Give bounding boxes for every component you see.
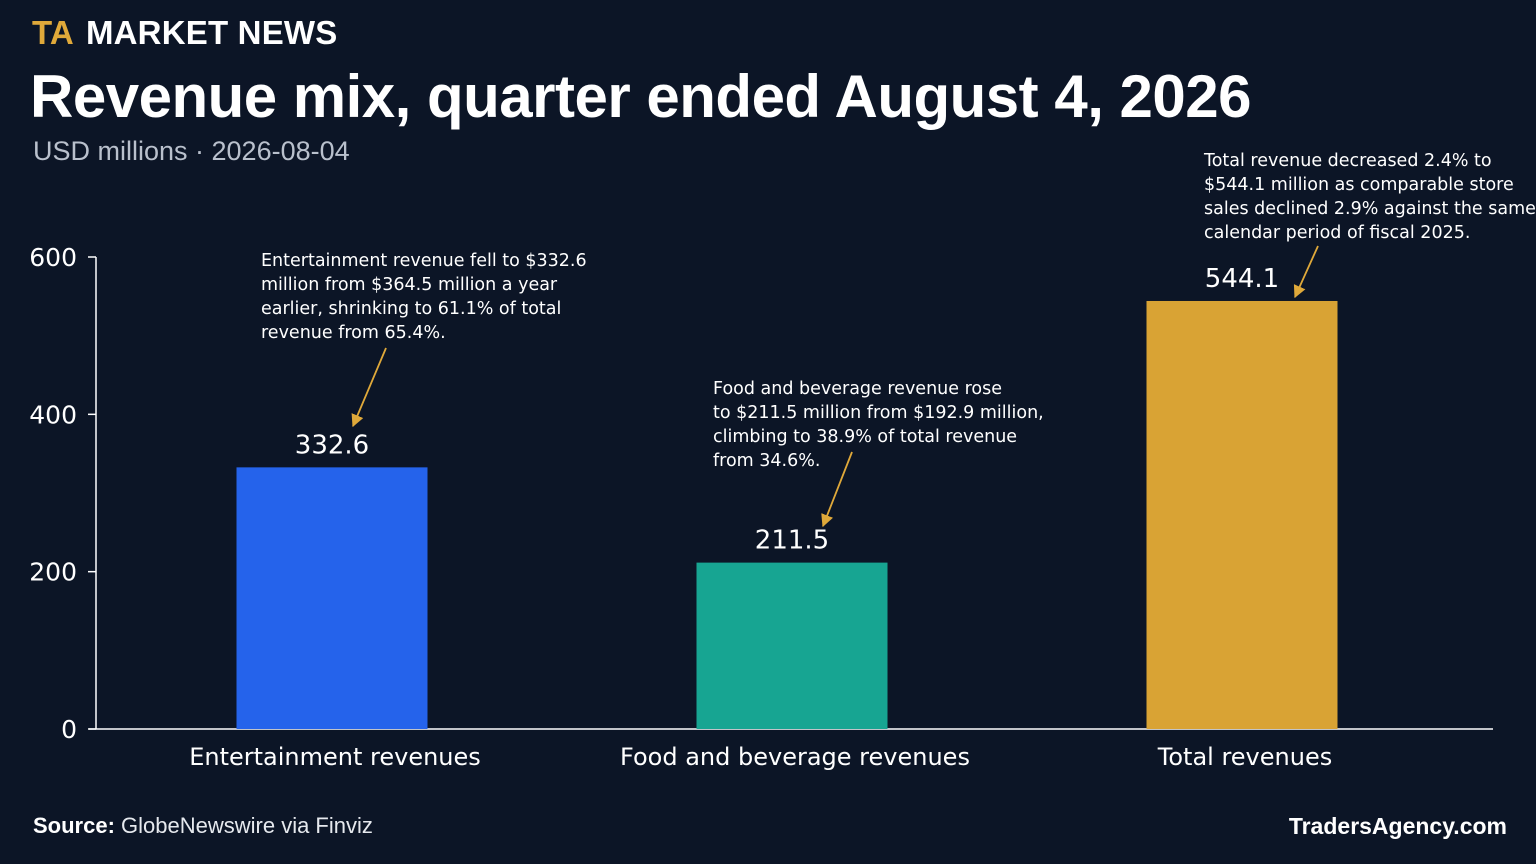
x-category-label: Total revenues <box>1157 743 1332 771</box>
annotation-line: Total revenue decreased 2.4% to <box>1203 151 1492 171</box>
source-label: Source: <box>33 813 115 838</box>
y-tick-label: 600 <box>29 243 77 272</box>
annotation-line: Entertainment revenue fell to $332.6 <box>261 251 587 271</box>
bar-3 <box>1146 300 1338 729</box>
bar-value-label: 332.6 <box>295 430 369 460</box>
annotation-line: earlier, shrinking to 61.1% of total <box>261 299 561 319</box>
annotation-line: calendar period of fiscal 2025. <box>1204 223 1470 243</box>
x-category-label: Food and beverage revenues <box>620 743 970 771</box>
annotation-arrow <box>821 451 853 528</box>
annotation-arrow <box>1293 245 1319 299</box>
annotation-line: million from $364.5 million a year <box>261 275 558 295</box>
annotation-arrow <box>351 347 387 428</box>
chart-title: Revenue mix, quarter ended August 4, 202… <box>30 63 1252 130</box>
source-note: Source: GlobeNewswire via Finviz <box>33 813 373 839</box>
brand-name: MARKET NEWS <box>85 14 338 51</box>
annotation-text: Total revenue decreased 2.4% to $544.1 mi… <box>1203 151 1536 243</box>
y-tick-label: 400 <box>29 400 77 429</box>
annotation-text: Entertainment revenue fell to $332.6 mill… <box>261 251 587 343</box>
source-text: GlobeNewswire via Finviz <box>114 813 373 838</box>
brand: TA MARKET NEWS <box>32 14 337 52</box>
bar-1 <box>236 467 428 729</box>
annotation-line: to $211.5 million from $192.9 million, <box>713 403 1044 423</box>
annotation-line: sales declined 2.9% against the same <box>1204 199 1536 219</box>
annotation-line: from 34.6%. <box>713 451 820 471</box>
annotation-line: climbing to 38.9% of total revenue <box>713 427 1017 447</box>
brand-mark: TA <box>32 14 74 51</box>
annotation-line: revenue from 65.4%. <box>261 323 446 343</box>
chart-subtitle: USD millions · 2026-08-04 <box>33 136 350 166</box>
y-tick-label: 200 <box>29 558 77 587</box>
annotation-line: $544.1 million as comparable store <box>1204 175 1514 195</box>
bar-value-label: 544.1 <box>1205 264 1279 294</box>
y-tick-label: 0 <box>61 715 77 744</box>
annotation-line: Food and beverage revenue rose <box>713 379 1002 399</box>
bar-2 <box>696 562 888 729</box>
site-credit: TradersAgency.com <box>1288 813 1507 839</box>
bar-value-label: 211.5 <box>755 526 829 556</box>
x-category-label: Entertainment revenues <box>189 743 481 771</box>
annotation-text: Food and beverage revenue rose to $211.5 … <box>713 379 1044 471</box>
